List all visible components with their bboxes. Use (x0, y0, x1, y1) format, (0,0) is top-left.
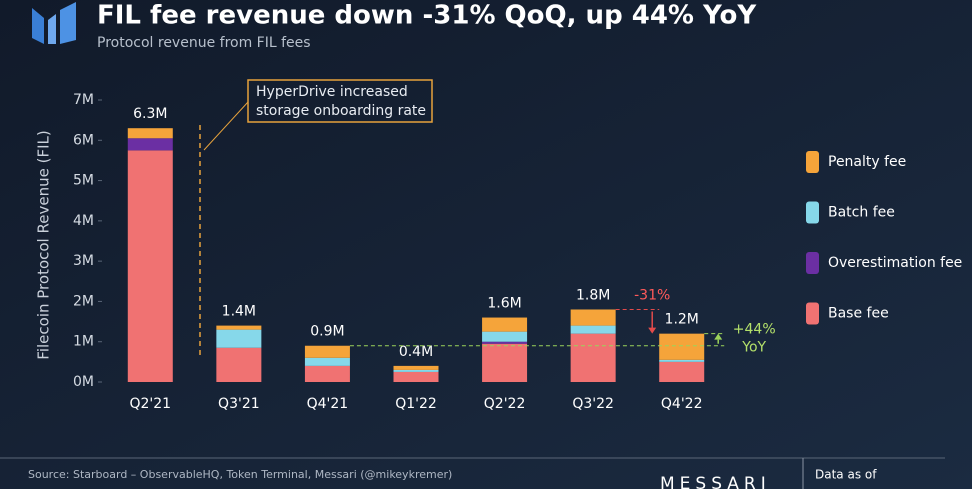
bar-segment (127, 150, 173, 382)
x-tick-label: Q2'21 (129, 396, 171, 412)
bar-segment (482, 341, 528, 344)
bar-segment (393, 371, 439, 382)
value-label: 0.9M (310, 324, 344, 340)
y-tick-label: 3M (73, 253, 94, 269)
bar-segment (482, 331, 528, 342)
bar-segment (659, 359, 705, 362)
y-tick-label: 0M (73, 374, 94, 390)
value-label: 6.3M (133, 106, 167, 122)
y-tick-label: 4M (73, 213, 94, 229)
legend-label: Overestimation fee (828, 255, 962, 271)
yoy-arrowhead (714, 333, 723, 340)
legend-label: Base fee (828, 306, 889, 322)
event-annotation: HyperDrive increased (256, 84, 408, 100)
y-tick-label: 5M (73, 173, 94, 189)
x-tick-label: Q3'21 (218, 396, 260, 412)
bar-segment (570, 333, 616, 382)
bar-segment (570, 309, 616, 326)
bar-segment (304, 357, 350, 366)
value-label: 1.4M (222, 304, 256, 320)
qoq-arrowhead (648, 327, 657, 334)
bar-segment (659, 333, 705, 360)
x-tick-label: Q2'22 (484, 396, 526, 412)
value-label: 1.2M (665, 312, 699, 328)
bar-segment (304, 365, 350, 382)
value-label: 0.4M (399, 344, 433, 360)
legend-label: Batch fee (828, 205, 895, 221)
y-axis-label: Filecoin Protocol Revenue (FIL) (35, 130, 53, 359)
legend-label: Penalty fee (828, 154, 906, 170)
source: Source: Starboard – ObservableHQ, Token … (28, 468, 452, 481)
yoy-annotation: YoY (741, 340, 766, 356)
bar-segment (216, 329, 262, 348)
bar-segment (482, 317, 528, 332)
value-label: 1.8M (576, 287, 610, 303)
brand: MESSARI (660, 474, 771, 489)
bar-segment (482, 343, 528, 382)
y-tick-label: 1M (73, 334, 94, 350)
bar-segment (393, 369, 439, 372)
y-tick-label: 2M (73, 293, 94, 309)
x-tick-label: Q3'22 (572, 396, 614, 412)
value-label: 1.6M (487, 296, 521, 312)
event-annotation: storage onboarding rate (256, 103, 426, 119)
qoq-annotation: -31% (634, 287, 670, 303)
chart-title: FIL fee revenue down -31% QoQ, up 44% Yo… (97, 1, 757, 31)
legend-swatch (806, 201, 819, 224)
bar-segment (216, 325, 262, 330)
chart-subtitle: Protocol revenue from FIL fees (97, 35, 311, 51)
event-box (247, 79, 433, 123)
bar-segment (393, 365, 439, 370)
y-tick-label: 6M (73, 132, 94, 148)
data-as-of: Data as of (815, 468, 877, 482)
legend-swatch (806, 151, 819, 173)
x-tick-label: Q4'21 (307, 396, 349, 412)
bar-segment (570, 325, 616, 334)
legend-swatch (806, 302, 819, 325)
bar-segment (659, 361, 705, 382)
legend-swatch (806, 252, 819, 274)
event-leader (203, 101, 249, 151)
y-tick-label: 7M (73, 92, 94, 108)
bar-segment (127, 138, 173, 151)
bar-segment (216, 347, 262, 382)
yoy-annotation: +44% (733, 322, 776, 338)
bar-segment (127, 128, 173, 139)
logo (32, 2, 76, 44)
bar-segment (304, 345, 350, 358)
x-tick-label: Q4'22 (661, 396, 703, 412)
x-tick-label: Q1'22 (395, 396, 437, 412)
